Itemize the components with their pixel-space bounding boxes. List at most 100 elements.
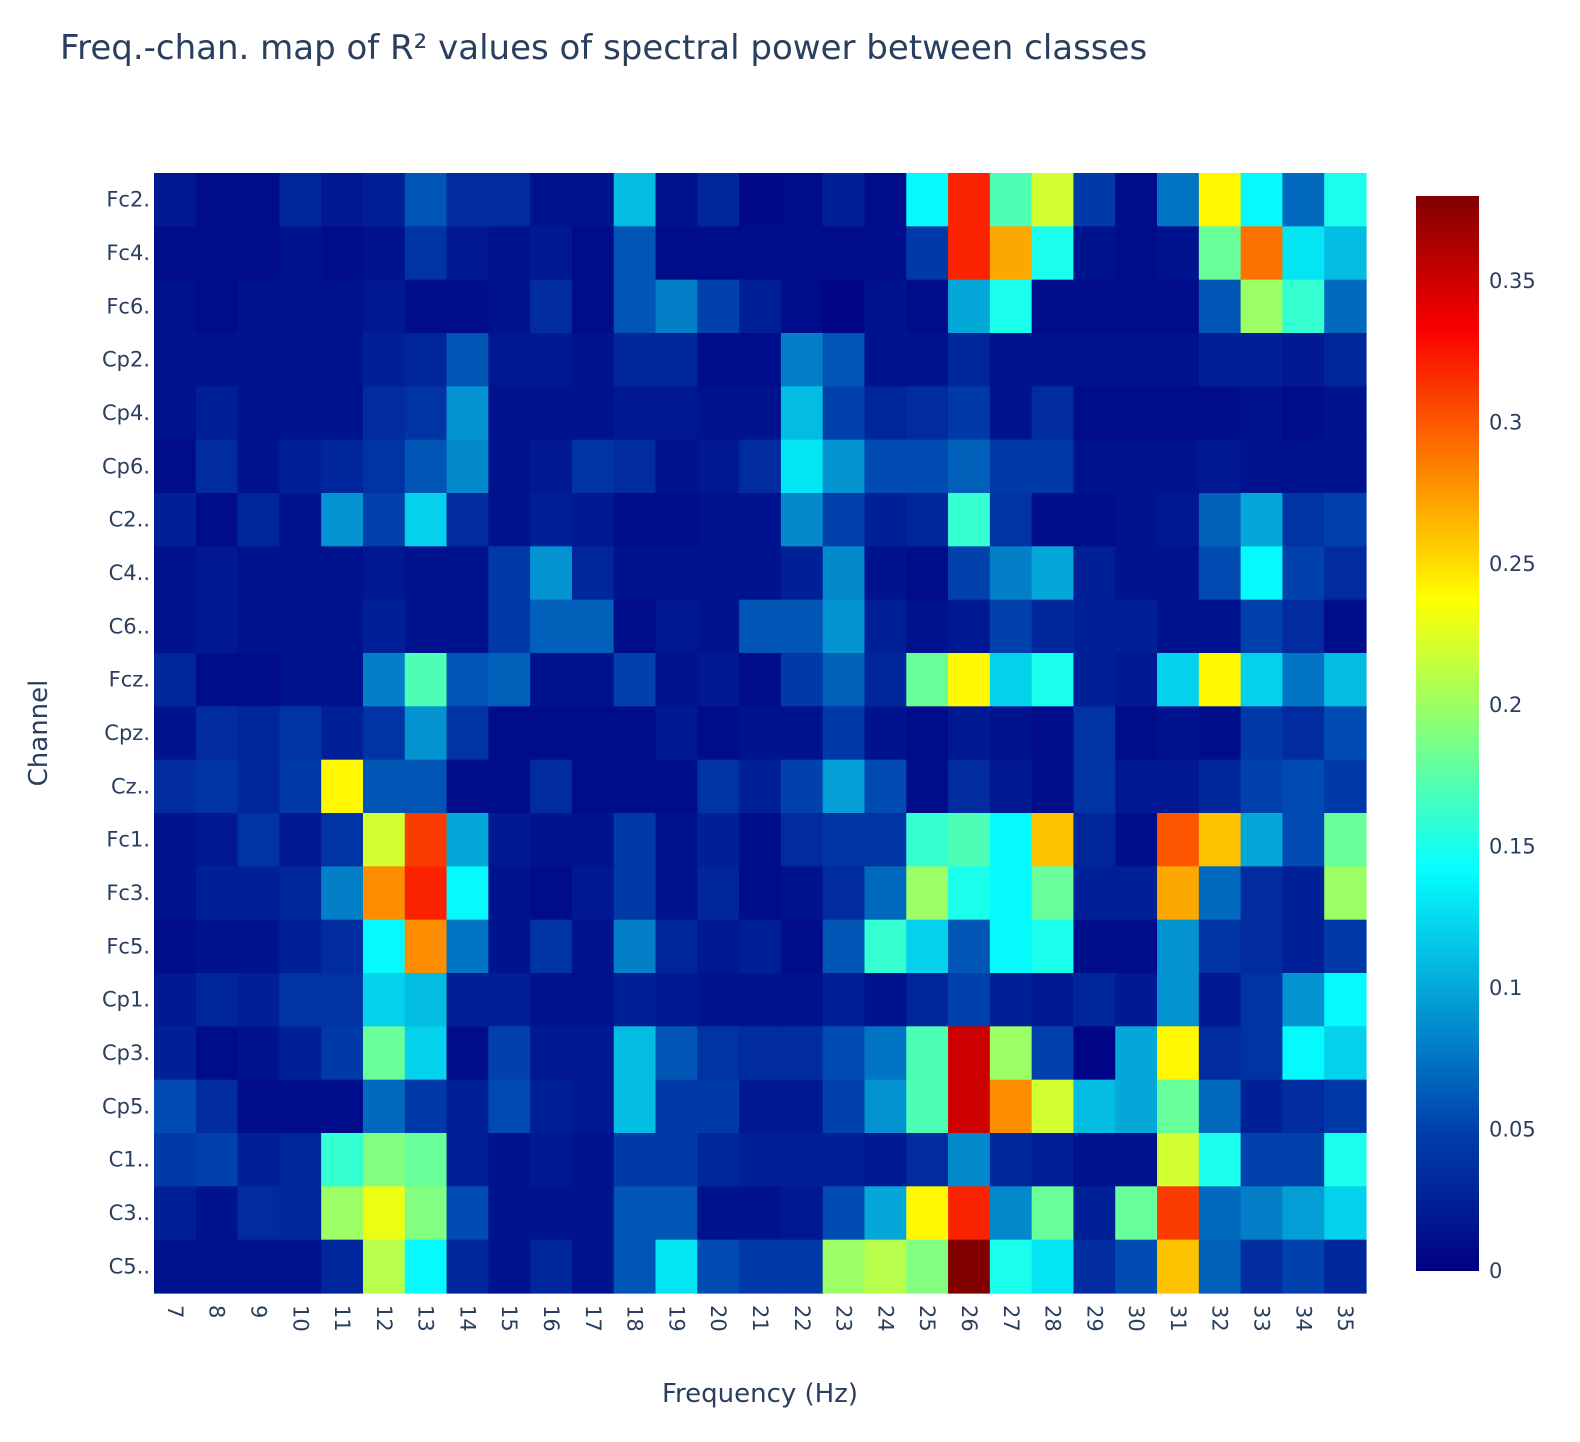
heatmap-cell [989, 386, 1033, 441]
heatmap-cell [989, 439, 1033, 494]
heatmap-cell [613, 226, 657, 281]
heatmap-cell [989, 653, 1033, 707]
heatmap-cell [154, 759, 197, 814]
heatmap-cell [1073, 1186, 1116, 1241]
heatmap-cell [488, 333, 531, 387]
heatmap-cell [655, 973, 698, 1027]
heatmap-cell [321, 493, 364, 547]
x-tick-label: 20 [706, 1305, 730, 1332]
heatmap-cell [906, 706, 949, 761]
heatmap-cell [655, 1186, 698, 1241]
heatmap-cell [362, 1133, 406, 1187]
heatmap-cell [1324, 599, 1367, 654]
heatmap-cell [404, 1239, 448, 1294]
heatmap-cell [404, 919, 448, 974]
heatmap-cell [864, 973, 907, 1027]
heatmap-cell [864, 1186, 907, 1241]
heatmap-cell [321, 439, 364, 494]
heatmap-cell [154, 1186, 197, 1241]
heatmap-cell [530, 333, 573, 387]
heatmap-cell [279, 706, 322, 761]
heatmap-cell [571, 173, 615, 227]
heatmap-cell [446, 279, 489, 334]
heatmap-cell [822, 333, 866, 387]
heatmap-cell [1324, 866, 1367, 921]
heatmap-cell [1282, 1133, 1325, 1187]
heatmap-cell [362, 493, 406, 547]
heatmap-cell [739, 653, 782, 707]
heatmap-cell [948, 706, 991, 761]
heatmap-cell [154, 866, 197, 921]
heatmap-cell [1073, 653, 1116, 707]
x-tick-label: 19 [664, 1305, 688, 1332]
y-tick-label: C4.. [109, 561, 150, 585]
heatmap-cell [321, 813, 364, 867]
heatmap-cell [948, 439, 991, 494]
heatmap-cell [697, 439, 740, 494]
heatmap-cell [948, 1133, 991, 1187]
heatmap-cell [822, 759, 866, 814]
x-tick-label: 24 [873, 1305, 897, 1332]
heatmap-cell [1324, 973, 1367, 1027]
heatmap-cell [1115, 493, 1158, 547]
heatmap-cell [530, 866, 573, 921]
heatmap-cell [1282, 973, 1325, 1027]
heatmap-cell [655, 439, 698, 494]
heatmap-cell [989, 599, 1033, 654]
heatmap-cell [822, 599, 866, 654]
heatmap-cell [989, 973, 1033, 1027]
y-tick-label: Cp3. [102, 1041, 150, 1065]
heatmap-cell [822, 1026, 866, 1081]
heatmap-cell [195, 1026, 239, 1081]
heatmap-cell [1115, 866, 1158, 921]
heatmap-cell [655, 226, 698, 281]
heatmap-cell [1240, 279, 1284, 334]
heatmap-cell [948, 226, 991, 281]
x-tick-label: 26 [957, 1305, 981, 1332]
heatmap-cell [1031, 546, 1075, 601]
heatmap-cell [1115, 919, 1158, 974]
heatmap-cell [739, 1239, 782, 1294]
heatmap-cell [613, 759, 657, 814]
x-tick-label: 14 [455, 1305, 479, 1332]
heatmap-cell [948, 813, 991, 867]
heatmap-cell [1240, 1186, 1284, 1241]
heatmap-cell [989, 1026, 1033, 1081]
x-tick-label: 25 [915, 1305, 939, 1332]
heatmap-cell [822, 546, 866, 601]
heatmap-cell [1031, 279, 1075, 334]
y-tick-label: C6.. [109, 614, 150, 638]
heatmap-cell [655, 653, 698, 707]
heatmap-cell [948, 1079, 991, 1134]
heatmap-cell [237, 439, 280, 494]
heatmap-cell [571, 279, 615, 334]
heatmap-cell [362, 1239, 406, 1294]
heatmap-cell [154, 333, 197, 387]
heatmap-cell [362, 813, 406, 867]
heatmap-cell [446, 1079, 489, 1134]
heatmap-cell [530, 386, 573, 441]
heatmap-cell [237, 226, 280, 281]
heatmap-cell [948, 653, 991, 707]
heatmap-cell [1073, 173, 1116, 227]
heatmap-cell [1031, 813, 1075, 867]
heatmap-cell [154, 919, 197, 974]
heatmap-cell [1031, 226, 1075, 281]
heatmap-cell [697, 1133, 740, 1187]
heatmap-cell [571, 1133, 615, 1187]
heatmap-cell [530, 759, 573, 814]
heatmap-cell [279, 1239, 322, 1294]
y-tick-label: Cp5. [102, 1094, 150, 1118]
heatmap-cell [488, 439, 531, 494]
heatmap-cell [1240, 706, 1284, 761]
x-tick-label: 15 [497, 1305, 521, 1332]
heatmap-cell [321, 973, 364, 1027]
heatmap-cell [739, 1133, 782, 1187]
heatmap-cell [195, 1186, 239, 1241]
heatmap-cell [697, 1239, 740, 1294]
heatmap-cell [279, 919, 322, 974]
heatmap-cell [948, 1239, 991, 1294]
heatmap-cell [613, 973, 657, 1027]
heatmap-cell [195, 546, 239, 601]
